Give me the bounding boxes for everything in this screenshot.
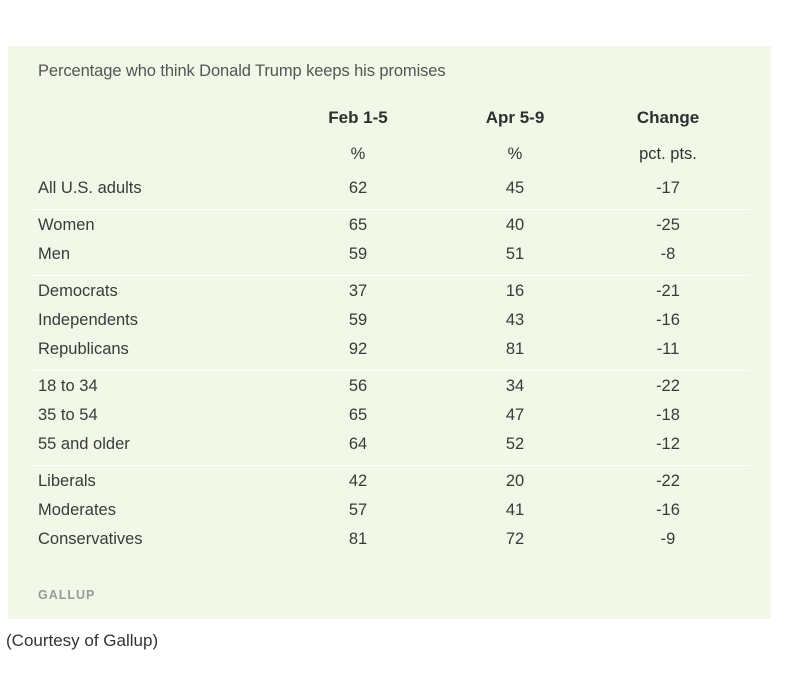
source-label: GALLUP [38,588,96,602]
row-label: 55 and older [38,435,130,453]
cell-change: -9 [660,530,676,548]
row-label: All U.S. adults [38,179,142,197]
row-label: Democrats [38,282,118,300]
chart-title: Percentage who think Donald Trump keeps … [38,62,446,80]
cell-apr: 34 [505,377,525,395]
cell-change: -18 [656,406,680,424]
table-row: Women 65 40 -25 [8,216,771,240]
row-label: Liberals [38,472,96,490]
cell-feb: 42 [348,472,368,490]
cell-change: -22 [656,377,680,395]
column-unit-change: pct. pts. [639,145,697,163]
cell-feb: 37 [348,282,368,300]
cell-feb: 62 [348,179,368,197]
group-divider [30,465,750,466]
cell-feb: 56 [348,377,368,395]
row-label: Independents [38,311,139,329]
cell-apr: 41 [505,501,525,519]
cell-change: -16 [656,311,680,329]
image-caption: (Courtesy of Gallup) [6,631,159,650]
table-row: Liberals 42 20 -22 [8,472,771,496]
cell-apr: 52 [505,435,525,453]
table-row: Democrats 37 16 -21 [8,282,771,306]
cell-change: -8 [660,245,676,263]
cell-apr: 43 [505,311,525,329]
row-label: Conservatives [38,530,143,548]
row-label: Men [38,245,71,263]
cell-feb: 57 [348,501,368,519]
group-divider [30,209,750,210]
cell-change: -21 [656,282,680,300]
table-row: 35 to 54 65 47 -18 [8,406,771,430]
group-divider [30,370,750,371]
column-header-change: Change [636,108,700,127]
cell-change: -12 [656,435,680,453]
table-row: 18 to 34 56 34 -22 [8,377,771,401]
table-row: Men 59 51 -8 [8,245,771,269]
cell-apr: 47 [505,406,525,424]
row-label: 18 to 34 [38,377,98,395]
table-row: All U.S. adults 62 45 -17 [8,179,771,203]
row-label: Women [38,216,95,234]
cell-feb: 65 [348,216,368,234]
cell-apr: 40 [505,216,525,234]
column-header-feb: Feb 1-5 [328,108,388,127]
row-label: Republicans [38,340,129,358]
cell-change: -11 [656,340,680,358]
chart-panel: Percentage who think Donald Trump keeps … [8,46,771,619]
group-divider [30,275,750,276]
cell-apr: 81 [505,340,525,358]
cell-apr: 20 [505,472,525,490]
column-unit-feb: % [350,145,366,163]
column-unit-apr: % [507,145,523,163]
cell-feb: 64 [348,435,368,453]
cell-feb: 81 [348,530,368,548]
cell-change: -17 [656,179,680,197]
table-row: Conservatives 81 72 -9 [8,530,771,554]
cell-apr: 16 [505,282,525,300]
table-row: Republicans 92 81 -11 [8,340,771,364]
table-row: Moderates 57 41 -16 [8,501,771,525]
cell-change: -16 [656,501,680,519]
column-header-apr: Apr 5-9 [485,108,545,127]
cell-feb: 59 [348,311,368,329]
cell-feb: 92 [348,340,368,358]
cell-change: -25 [656,216,680,234]
cell-apr: 45 [505,179,525,197]
table-row: Independents 59 43 -16 [8,311,771,335]
cell-feb: 65 [348,406,368,424]
table-row: 55 and older 64 52 -12 [8,435,771,459]
row-label: 35 to 54 [38,406,98,424]
row-label: Moderates [38,501,116,519]
cell-apr: 72 [505,530,525,548]
cell-apr: 51 [505,245,525,263]
cell-feb: 59 [348,245,368,263]
cell-change: -22 [656,472,680,490]
